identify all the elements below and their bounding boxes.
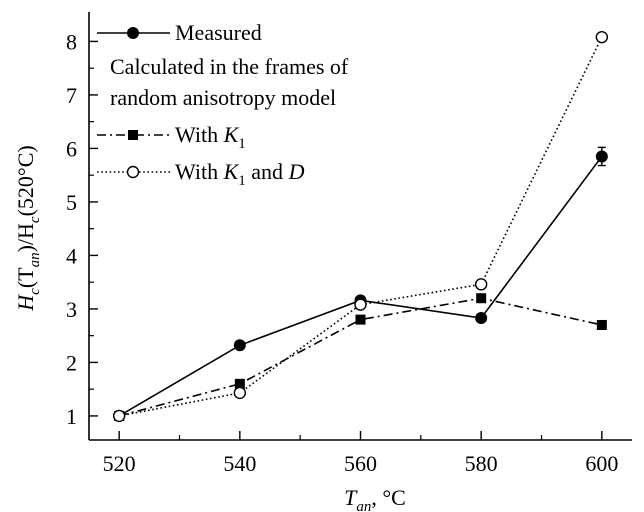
y-tick-label: 3 (66, 297, 77, 322)
data-point-k1-and-d (595, 30, 609, 44)
legend: Measured Calculated in the frames of ran… (97, 20, 349, 189)
legend-heading-line2: random anisotropy model (110, 85, 336, 110)
y-tick-label: 8 (66, 29, 77, 54)
legend-item-measured: Measured (97, 20, 262, 45)
series (112, 30, 609, 423)
y-tick-label: 1 (66, 404, 77, 429)
data-point-measured (595, 150, 608, 163)
legend-item-k1: With K1 (97, 122, 246, 152)
legend-heading-line1: Calculated in the frames of (110, 54, 349, 79)
legend-marker-measured (127, 27, 139, 39)
y-tick-label: 5 (66, 190, 77, 215)
data-point-k1-and-d (474, 278, 488, 291)
x-tick-label: 600 (585, 451, 618, 476)
data-point-k1-and-d (354, 298, 367, 311)
legend-marker-k1-and-d (126, 165, 140, 179)
data-point-measured (475, 312, 488, 325)
y-tick-label: 4 (66, 243, 77, 268)
y-tick-label: 2 (66, 350, 77, 375)
legend-marker-k1 (128, 130, 138, 140)
y-tick-label: 7 (66, 83, 77, 108)
legend-label-k1: With K1 (175, 122, 246, 152)
x-tick-label: 540 (223, 451, 256, 476)
x-tick-label: 560 (344, 451, 377, 476)
y-tick-label: 6 (66, 136, 77, 161)
data-point-k1 (234, 378, 245, 389)
data-point-k1-and-d (112, 409, 126, 423)
legend-item-k1-and-d: With K1 and D (97, 159, 305, 189)
legend-label-measured: Measured (175, 20, 262, 45)
legend-label-k1-and-d: With K1 and D (175, 159, 305, 189)
x-tick-label: 580 (465, 451, 498, 476)
ticks: 520 540 560 580 600 1 2 3 4 5 6 7 8 (66, 29, 618, 476)
data-point-k1-and-d (233, 386, 247, 400)
x-tick-label: 520 (103, 451, 136, 476)
y-axis-label: Hc(Tan)/Hc(520°C) (13, 145, 43, 311)
data-point-k1 (476, 293, 487, 304)
series-line-measured (118, 155, 603, 417)
data-point-measured (233, 339, 246, 352)
data-point-k1 (596, 319, 607, 330)
data-point-k1 (355, 314, 366, 325)
x-axis-label: Tan, °C (344, 485, 406, 512)
